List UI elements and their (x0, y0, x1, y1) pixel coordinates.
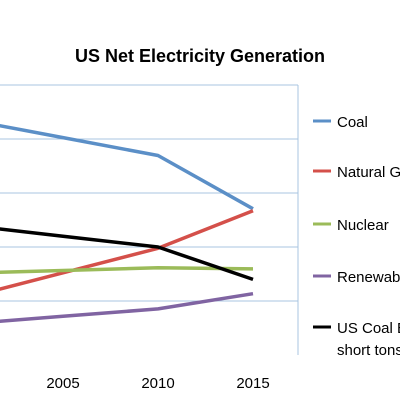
x-axis-tick-labels: 2005 2010 2015 (46, 375, 269, 392)
gridlines (0, 84, 298, 302)
legend-label-nuclear: Nuclear (337, 217, 389, 234)
legend-item-natural-gas: Natural Gas (313, 164, 400, 181)
series-line-nuclear (0, 266, 254, 275)
legend: Coal Natural Gas Nuclear Renewables US C… (313, 114, 400, 359)
x-tick-label-2005: 2005 (46, 375, 79, 392)
series-line-us-coal-exports (0, 227, 254, 282)
series-line-natural-gas (0, 209, 254, 291)
legend-item-nuclear: Nuclear (313, 217, 389, 234)
legend-label-us-coal-exports-line1: US Coal Exports (million (337, 320, 400, 337)
chart-title: US Net Electricity Generation (75, 46, 325, 66)
legend-item-coal: Coal (313, 114, 368, 131)
series-line-coal (0, 123, 254, 211)
legend-label-renewables: Renewables (337, 269, 400, 286)
legend-label-natural-gas: Natural Gas (337, 164, 400, 181)
series-lines (0, 123, 254, 324)
legend-item-us-coal-exports: US Coal Exports (million short tons) (313, 320, 400, 359)
x-tick-label-2010: 2010 (141, 375, 174, 392)
x-tick-label-2015: 2015 (236, 375, 269, 392)
legend-label-coal: Coal (337, 114, 368, 131)
series-line-renewables (0, 291, 254, 324)
legend-item-renewables: Renewables (313, 269, 400, 286)
legend-label-us-coal-exports-line2: short tons) (337, 342, 400, 359)
